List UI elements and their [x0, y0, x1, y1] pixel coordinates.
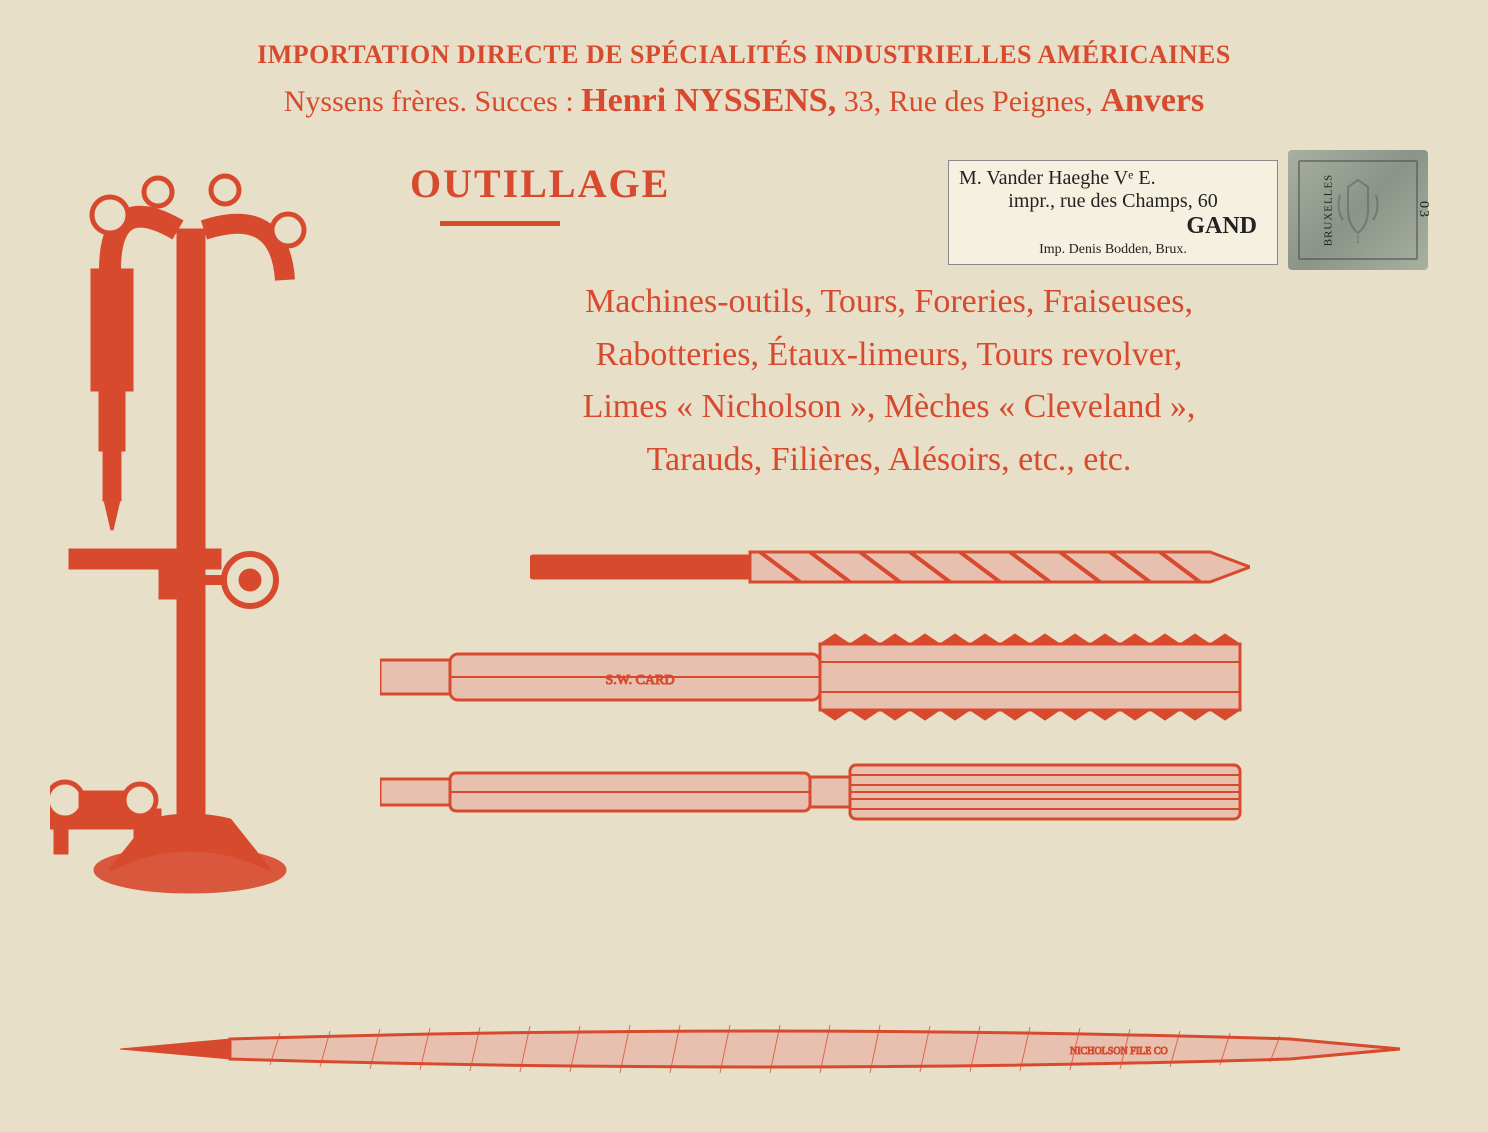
postage-stamp: BRUXELLES 03 1 — [1288, 150, 1428, 270]
svg-text:1: 1 — [1355, 232, 1361, 245]
product-list: Machines-outils, Tours, Foreries, Fraise… — [380, 276, 1438, 487]
company-name: Henri NYSSENS, — [581, 82, 836, 119]
body-l1: Machines-outils, Tours, Foreries, Fraise… — [380, 276, 1398, 329]
reamer-illustration — [380, 757, 1398, 832]
tap-illustration: S.W. CARD — [380, 632, 1398, 727]
stamp-year: 03 — [1415, 201, 1431, 219]
addr-city: GAND — [959, 213, 1267, 240]
left-illustration-column — [50, 150, 380, 900]
company-prefix: Nyssens frères. Succes : — [284, 85, 581, 118]
addr-name: M. Vander Haeghe Vᵉ E. — [959, 167, 1267, 190]
right-column: OUTILLAGE M. Vander Haeghe Vᵉ E. impr., … — [380, 150, 1438, 900]
body-l2: Rabotteries, Étaux-limeurs, Tours revolv… — [380, 329, 1398, 382]
company-city: Anvers — [1100, 82, 1204, 119]
company-address: 33, Rue des Peignes, — [844, 85, 1101, 118]
body-l4: Tarauds, Filières, Alésoirs, etc., etc. — [380, 434, 1398, 487]
recipient-address-label: M. Vander Haeghe Vᵉ E. impr., rue des Ch… — [948, 160, 1278, 265]
header-line-1: IMPORTATION DIRECTE DE SPÉCIALITÉS INDUS… — [50, 40, 1438, 70]
title-underline — [440, 221, 560, 226]
drill-press-illustration — [50, 130, 350, 900]
addr-printer: Imp. Denis Bodden, Brux. — [959, 242, 1267, 258]
header-line-2: Nyssens frères. Succes : Henri NYSSENS, … — [50, 82, 1438, 120]
file-illustration: NICHOLSON FILE CO — [120, 1021, 1428, 1082]
content-row: OUTILLAGE M. Vander Haeghe Vᵉ E. impr., … — [50, 150, 1438, 900]
body-l3: Limes « Nicholson », Mèches « Cleveland … — [380, 381, 1398, 434]
advert-card: IMPORTATION DIRECTE DE SPÉCIALITÉS INDUS… — [0, 0, 1488, 1132]
drill-bit-illustration — [380, 537, 1398, 602]
tap-brand-text: S.W. CARD — [605, 673, 674, 688]
file-brand-text: NICHOLSON FILE CO — [1070, 1046, 1168, 1057]
section-title: OUTILLAGE — [410, 160, 1438, 207]
tool-illustrations: S.W. CARD — [380, 537, 1438, 832]
addr-street: impr., rue des Champs, 60 — [959, 190, 1267, 213]
stamp-crest-icon: 1 — [1310, 172, 1406, 248]
